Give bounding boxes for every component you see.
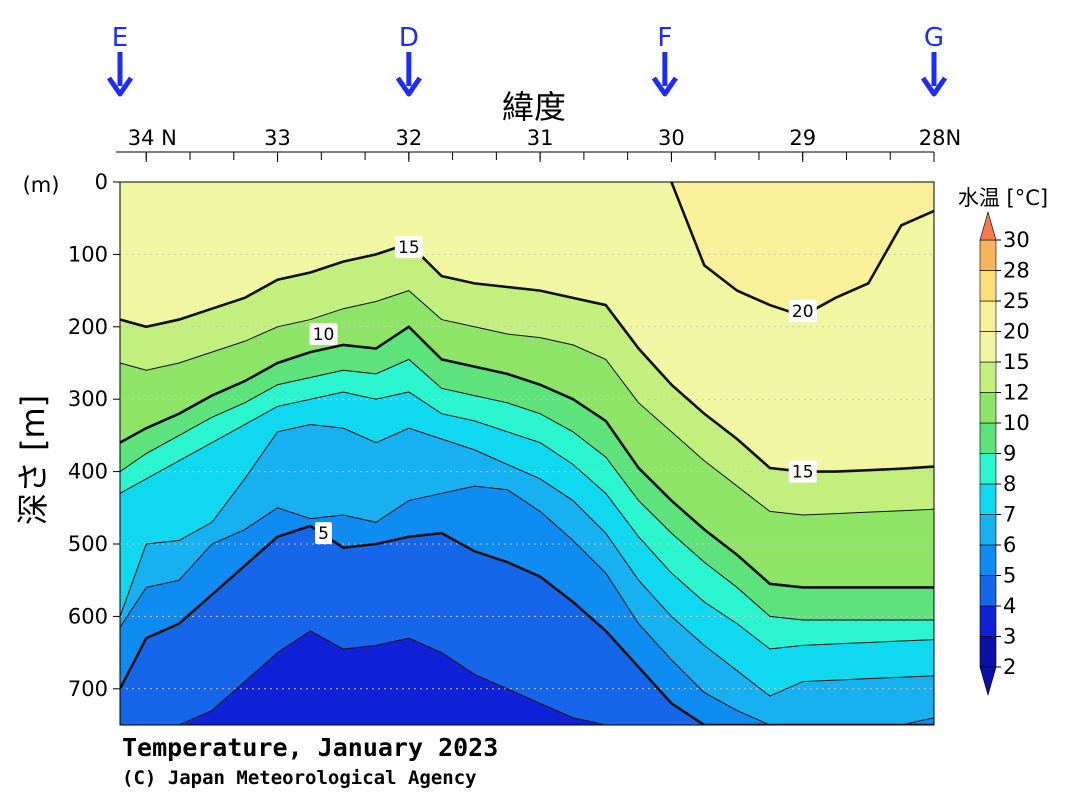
- temperature-core-4: [181, 630, 603, 725]
- legend-label: 2: [1003, 655, 1016, 679]
- temperature-band-9: [120, 359, 934, 649]
- station-arrow-F-head: [651, 76, 678, 97]
- legend-swatch: [979, 361, 997, 393]
- legend-label: 5: [1003, 564, 1016, 588]
- legend-swatch: [979, 605, 997, 637]
- chart-title: Temperature, January 2023: [122, 733, 498, 762]
- contour-label-box: [788, 299, 817, 322]
- legend-arrow-bottom: [979, 666, 997, 697]
- contour-label-box: [315, 522, 332, 545]
- legend-label: 15: [1003, 350, 1030, 374]
- contour-label: 10: [313, 325, 335, 345]
- plot-area: [120, 182, 934, 725]
- legend-swatch: [979, 392, 997, 424]
- isotherm-10: [120, 325, 934, 589]
- station-label-G: G: [924, 23, 944, 53]
- y-axis-title: 深さ [m]: [14, 395, 52, 525]
- legend-label: 7: [1003, 503, 1016, 527]
- temperature-band-15: [120, 243, 934, 516]
- x-tick-label: 33: [264, 126, 291, 150]
- legend-label: 28: [1003, 259, 1030, 283]
- contour-label: 20: [792, 302, 814, 322]
- temperature-band-20: [120, 182, 934, 472]
- contour-label-box: [309, 323, 338, 346]
- legend-swatch: [979, 544, 997, 576]
- legend-swatch: [979, 331, 997, 363]
- station-label-E: E: [112, 23, 128, 53]
- station-label-F: F: [657, 23, 672, 53]
- contour-label-box: [394, 236, 423, 259]
- isotherm-6: [120, 485, 934, 725]
- contour-label: 5: [318, 524, 329, 544]
- isotherm-4: [120, 630, 934, 725]
- x-tick-label: 29: [789, 126, 816, 150]
- y-tick-label: 500: [68, 532, 108, 556]
- legend-label: 6: [1003, 533, 1016, 557]
- x-tick-label: 28N: [919, 126, 961, 150]
- y-tick-label: 100: [68, 242, 108, 266]
- depth-unit-label: (m): [23, 173, 60, 197]
- isotherm-5: [120, 524, 934, 725]
- station-label-D: D: [399, 23, 419, 53]
- temperature-band-8: [120, 391, 934, 697]
- legend-swatch: [979, 422, 997, 454]
- station-arrow-D-head: [395, 76, 422, 97]
- temperature-band-6: [120, 486, 934, 725]
- x-axis-title: 緯度: [502, 88, 566, 126]
- contour-labels: 15 10 20 15 5: [309, 236, 817, 545]
- temperature-band-5: [120, 525, 934, 725]
- legend-label: 30: [1003, 228, 1030, 252]
- latitude-axis: 34 N 33 32 31 30 29 28N: [116, 126, 961, 162]
- legend-swatch: [979, 239, 997, 271]
- plot-frame: [119, 181, 935, 726]
- legend-swatch: [979, 514, 997, 546]
- contour-label-box: [788, 460, 817, 483]
- legend: 水温 [°C] 2 3 4 5 6 7 8 9 10 12 15 20 25 28 30: [958, 186, 1048, 697]
- y-tick-label: 300: [68, 387, 108, 411]
- station-arrow-G-head: [920, 76, 948, 97]
- legend-label: 9: [1003, 442, 1016, 466]
- y-tick-label: 400: [68, 460, 108, 484]
- credit-text: (C) Japan Meteorological Agency: [122, 767, 477, 789]
- legend-swatch: [979, 483, 997, 515]
- contour-label: 15: [792, 463, 814, 483]
- isotherm-7: [120, 424, 934, 697]
- isotherm-12: [120, 290, 934, 516]
- legend-label: 3: [1003, 625, 1016, 649]
- temperature-band-10: [120, 326, 934, 621]
- legend-label: 4: [1003, 594, 1016, 618]
- y-tick-label: 600: [68, 604, 108, 628]
- temperature-band-12: [120, 290, 934, 588]
- y-tick-label: 0: [95, 170, 108, 194]
- legend-swatch: [979, 270, 997, 302]
- x-tick-label: 34 N: [128, 126, 177, 150]
- legend-label: 10: [1003, 411, 1030, 435]
- legend-swatch: [979, 575, 997, 607]
- y-tick-label: 700: [68, 677, 108, 701]
- legend-label: 8: [1003, 472, 1016, 496]
- legend-arrow-top: [979, 210, 997, 241]
- legend-label: 20: [1003, 320, 1030, 344]
- x-tick-label: 30: [658, 126, 685, 150]
- legend-swatch: [979, 300, 997, 332]
- legend-swatch: [979, 636, 997, 668]
- x-tick-label: 31: [527, 126, 554, 150]
- legend-swatch: [979, 453, 997, 485]
- contour-label: 15: [398, 238, 420, 258]
- depth-axis: 0 100 200 300 400 500 600 700: [68, 170, 120, 701]
- isotherm-8: [120, 391, 934, 650]
- x-tick-label: 32: [395, 126, 422, 150]
- isotherm-9: [120, 358, 934, 621]
- legend-label: 12: [1003, 381, 1030, 405]
- y-tick-label: 200: [68, 315, 108, 339]
- station-arrow-E-head: [106, 76, 134, 97]
- legend-label: 25: [1003, 289, 1030, 313]
- temperature-band-7: [120, 424, 934, 725]
- legend-title: 水温 [°C]: [958, 186, 1048, 210]
